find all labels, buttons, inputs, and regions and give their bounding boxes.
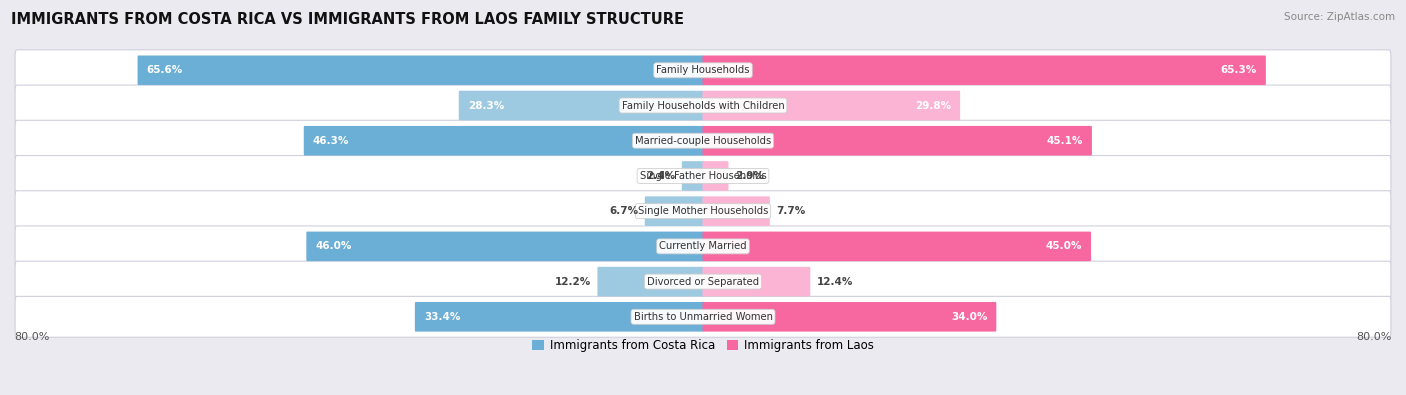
Text: Source: ZipAtlas.com: Source: ZipAtlas.com	[1284, 12, 1395, 22]
FancyBboxPatch shape	[703, 56, 1265, 85]
FancyBboxPatch shape	[703, 161, 728, 191]
Text: 45.1%: 45.1%	[1046, 136, 1083, 146]
FancyBboxPatch shape	[15, 85, 1391, 126]
Text: Divorced or Separated: Divorced or Separated	[647, 276, 759, 287]
Text: IMMIGRANTS FROM COSTA RICA VS IMMIGRANTS FROM LAOS FAMILY STRUCTURE: IMMIGRANTS FROM COSTA RICA VS IMMIGRANTS…	[11, 12, 685, 27]
Text: Married-couple Households: Married-couple Households	[636, 136, 770, 146]
Text: Single Mother Households: Single Mother Households	[638, 206, 768, 216]
FancyBboxPatch shape	[703, 302, 997, 331]
FancyBboxPatch shape	[703, 126, 1092, 156]
Text: 34.0%: 34.0%	[950, 312, 987, 322]
FancyBboxPatch shape	[15, 296, 1391, 337]
FancyBboxPatch shape	[645, 196, 703, 226]
FancyBboxPatch shape	[15, 120, 1391, 161]
FancyBboxPatch shape	[15, 191, 1391, 231]
FancyBboxPatch shape	[304, 126, 703, 156]
FancyBboxPatch shape	[15, 156, 1391, 196]
Text: 65.3%: 65.3%	[1220, 65, 1257, 75]
Text: 65.6%: 65.6%	[146, 65, 183, 75]
Text: 6.7%: 6.7%	[609, 206, 638, 216]
FancyBboxPatch shape	[15, 50, 1391, 91]
Text: 2.9%: 2.9%	[735, 171, 763, 181]
FancyBboxPatch shape	[307, 231, 703, 261]
Text: 46.3%: 46.3%	[314, 136, 349, 146]
Text: 33.4%: 33.4%	[425, 312, 460, 322]
Text: 80.0%: 80.0%	[1357, 332, 1392, 342]
Text: 12.4%: 12.4%	[817, 276, 853, 287]
Text: Family Households: Family Households	[657, 65, 749, 75]
FancyBboxPatch shape	[598, 267, 703, 296]
FancyBboxPatch shape	[415, 302, 703, 331]
Text: Births to Unmarried Women: Births to Unmarried Women	[634, 312, 772, 322]
FancyBboxPatch shape	[15, 226, 1391, 267]
Text: 46.0%: 46.0%	[315, 241, 352, 251]
Text: 45.0%: 45.0%	[1046, 241, 1083, 251]
Text: 12.2%: 12.2%	[555, 276, 591, 287]
FancyBboxPatch shape	[458, 91, 703, 120]
FancyBboxPatch shape	[682, 161, 703, 191]
Text: 7.7%: 7.7%	[776, 206, 806, 216]
Text: 29.8%: 29.8%	[915, 100, 950, 111]
FancyBboxPatch shape	[703, 196, 770, 226]
Text: 28.3%: 28.3%	[468, 100, 505, 111]
Text: 80.0%: 80.0%	[14, 332, 49, 342]
Legend: Immigrants from Costa Rica, Immigrants from Laos: Immigrants from Costa Rica, Immigrants f…	[527, 335, 879, 357]
Text: 2.4%: 2.4%	[647, 171, 675, 181]
FancyBboxPatch shape	[703, 91, 960, 120]
Text: Single Father Households: Single Father Households	[640, 171, 766, 181]
Text: Family Households with Children: Family Households with Children	[621, 100, 785, 111]
FancyBboxPatch shape	[703, 231, 1091, 261]
Text: Currently Married: Currently Married	[659, 241, 747, 251]
FancyBboxPatch shape	[138, 56, 703, 85]
FancyBboxPatch shape	[15, 261, 1391, 302]
FancyBboxPatch shape	[703, 267, 810, 296]
